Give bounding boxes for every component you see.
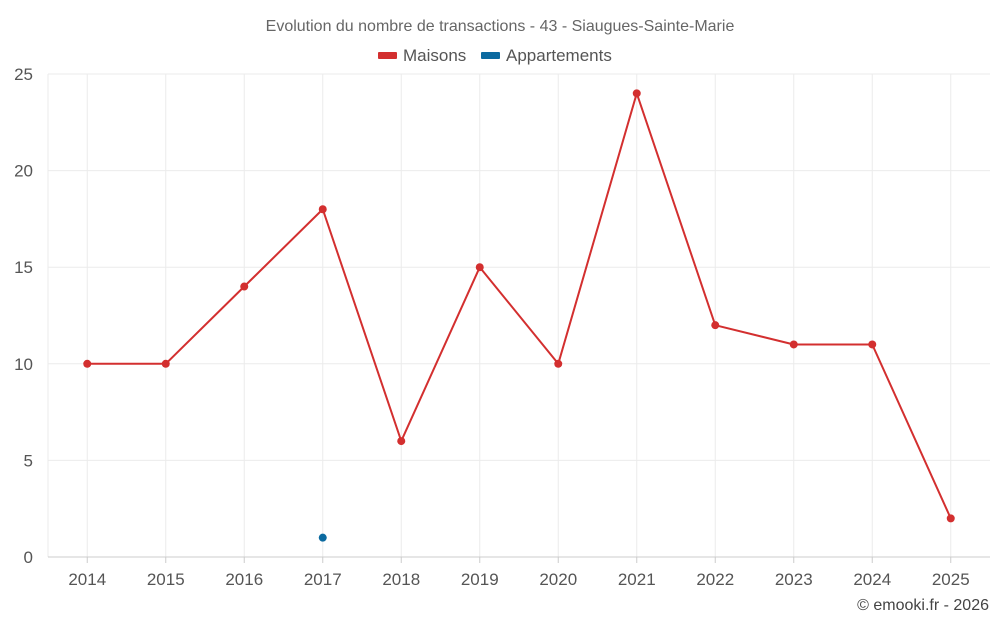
legend-label-maisons: Maisons (403, 46, 466, 65)
y-tick-label: 10 (14, 355, 33, 374)
x-tick-label: 2025 (932, 570, 970, 589)
y-tick-label: 0 (24, 548, 33, 567)
data-point-maisons[interactable] (868, 340, 877, 349)
legend-item-appartements[interactable]: Appartements (481, 46, 612, 65)
y-tick-label: 25 (14, 65, 33, 84)
x-tick-label: 2023 (775, 570, 813, 589)
legend-swatch-appartements (481, 52, 500, 59)
x-tick-label: 2024 (853, 570, 891, 589)
credit-text: © emooki.fr - 2026 (857, 597, 989, 614)
x-tick-label: 2020 (539, 570, 577, 589)
series-maisons (83, 89, 955, 523)
series-appartements (318, 533, 327, 542)
data-point-maisons[interactable] (711, 321, 720, 330)
y-tick-label: 20 (14, 162, 33, 181)
data-point-maisons[interactable] (318, 205, 327, 214)
data-point-maisons[interactable] (161, 359, 170, 368)
x-tick-label: 2016 (225, 570, 263, 589)
legend-swatch-maisons (378, 52, 397, 59)
y-tick-label: 15 (14, 258, 33, 277)
x-tick-label: 2021 (618, 570, 656, 589)
grid (47, 73, 990, 557)
data-point-maisons[interactable] (632, 89, 641, 98)
x-tick-label: 2019 (461, 570, 499, 589)
series (83, 89, 955, 542)
data-point-maisons[interactable] (554, 359, 563, 368)
data-point-maisons[interactable] (240, 282, 249, 291)
data-point-appartements[interactable] (318, 533, 327, 542)
data-point-maisons[interactable] (789, 340, 798, 349)
series-line-maisons (87, 92, 952, 519)
x-tick-label: 2018 (382, 570, 420, 589)
x-tick-label: 2015 (147, 570, 185, 589)
x-tick-label: 2014 (68, 570, 106, 589)
data-point-maisons[interactable] (397, 437, 406, 446)
legend-item-maisons[interactable]: Maisons (378, 46, 466, 65)
data-point-maisons[interactable] (475, 263, 484, 272)
y-tick-label: 5 (24, 451, 33, 470)
x-tick-label: 2022 (696, 570, 734, 589)
legend-label-appartements: Appartements (506, 46, 612, 65)
x-tick-label: 2017 (304, 570, 342, 589)
data-point-maisons[interactable] (83, 359, 92, 368)
legend: Maisons Appartements (378, 46, 612, 65)
x-axis: 2014 2015 2016 2017 2018 2019 2020 2021 2022 2023… (48, 556, 990, 589)
chart-title: Evolution du nombre de transactions - 43… (266, 18, 735, 35)
y-axis: 0 5 10 15 20 25 (14, 65, 33, 567)
data-point-maisons[interactable] (946, 514, 955, 523)
